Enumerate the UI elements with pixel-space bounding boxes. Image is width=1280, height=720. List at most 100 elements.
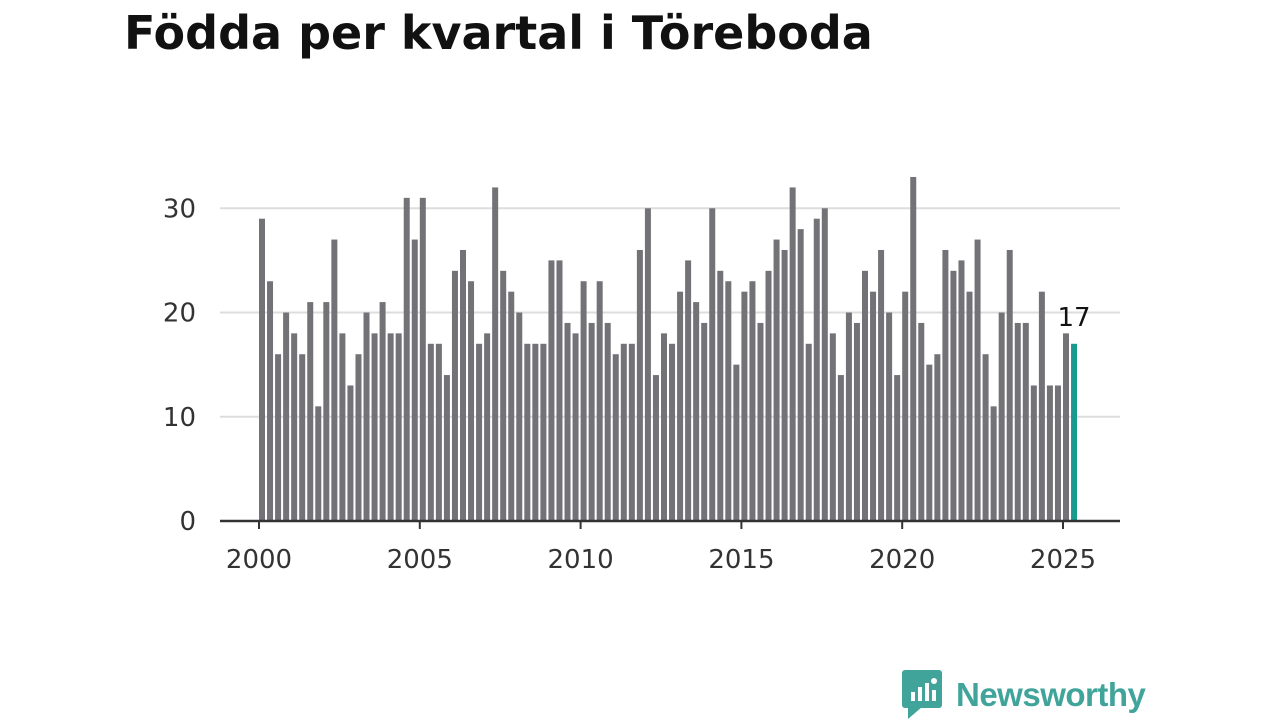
bar bbox=[363, 312, 370, 521]
bar bbox=[259, 218, 265, 521]
bar bbox=[677, 291, 684, 521]
bar bbox=[323, 302, 330, 521]
y-tick-label: 20 bbox=[163, 299, 196, 329]
bar bbox=[926, 364, 933, 521]
bar bbox=[805, 343, 812, 521]
bar bbox=[749, 281, 756, 521]
bar bbox=[870, 291, 877, 521]
bar bbox=[620, 343, 627, 521]
y-tick-label: 10 bbox=[163, 403, 196, 433]
bar bbox=[532, 343, 539, 521]
bar bbox=[572, 333, 579, 521]
bar bbox=[403, 197, 410, 521]
bar bbox=[387, 333, 394, 521]
bar bbox=[837, 375, 844, 521]
bar bbox=[1014, 322, 1021, 521]
bar bbox=[427, 343, 434, 521]
bar bbox=[845, 312, 852, 521]
bar bbox=[821, 208, 828, 521]
newsworthy-logo-icon bbox=[902, 670, 942, 719]
bar bbox=[781, 249, 788, 521]
bar bbox=[556, 260, 563, 521]
bar bbox=[468, 281, 475, 521]
bar bbox=[500, 270, 507, 521]
bar bbox=[894, 375, 901, 521]
bar bbox=[355, 354, 362, 521]
bar bbox=[733, 364, 740, 521]
bar bbox=[797, 229, 804, 521]
bar bbox=[339, 333, 346, 521]
bar bbox=[853, 322, 860, 521]
bar bbox=[451, 270, 458, 521]
bar bbox=[862, 270, 868, 521]
bar bbox=[283, 312, 290, 521]
axes bbox=[220, 519, 1120, 529]
bar bbox=[540, 343, 547, 521]
bar bbox=[331, 239, 338, 522]
x-tick-label: 2005 bbox=[387, 545, 453, 575]
bar bbox=[725, 281, 732, 521]
bar bbox=[918, 322, 925, 521]
bar bbox=[379, 302, 386, 521]
bar bbox=[998, 312, 1005, 521]
bar bbox=[661, 333, 667, 521]
bar bbox=[982, 354, 989, 521]
bar bbox=[508, 291, 515, 521]
bars bbox=[259, 177, 1078, 522]
bar bbox=[789, 187, 796, 522]
bar bbox=[886, 312, 893, 521]
bar bbox=[315, 406, 322, 521]
bar bbox=[709, 208, 716, 521]
bar bbox=[588, 322, 595, 521]
bar bbox=[347, 385, 354, 521]
brand-name: Newsworthy bbox=[956, 676, 1146, 713]
bar bbox=[435, 343, 442, 521]
bar bbox=[443, 375, 450, 521]
bar bbox=[524, 343, 531, 521]
bar bbox=[669, 343, 676, 521]
bar bbox=[966, 291, 973, 521]
bar bbox=[476, 343, 483, 521]
bar bbox=[548, 260, 555, 521]
bar bbox=[596, 281, 603, 521]
bar bbox=[958, 260, 965, 521]
bar bbox=[829, 333, 836, 521]
bar bbox=[612, 354, 619, 521]
bar bbox=[492, 187, 499, 522]
bar bbox=[685, 260, 692, 521]
bar bbox=[299, 354, 306, 521]
x-tick-label: 2010 bbox=[548, 545, 614, 575]
bar bbox=[878, 249, 885, 521]
bar bbox=[604, 322, 611, 521]
bar bbox=[773, 239, 780, 522]
y-tick-label: 0 bbox=[179, 507, 196, 537]
bar bbox=[267, 281, 274, 521]
bar bbox=[934, 354, 941, 521]
bar bbox=[1046, 385, 1053, 521]
bar bbox=[1054, 385, 1061, 521]
bar bbox=[1006, 249, 1013, 521]
bar bbox=[902, 291, 909, 521]
bar bbox=[717, 270, 724, 521]
bar bbox=[580, 281, 587, 521]
bar bbox=[564, 322, 571, 521]
bar-highlight bbox=[1071, 343, 1078, 521]
bar bbox=[990, 406, 997, 521]
bar bbox=[484, 333, 491, 521]
newsworthy-brand: Newsworthy bbox=[902, 670, 1146, 720]
bar bbox=[693, 302, 700, 521]
bar bbox=[652, 375, 659, 521]
bar bbox=[950, 270, 957, 521]
labels: 0 10 20 30 2000 2005 2010 2015 2020 2025 17 bbox=[163, 194, 1096, 575]
bar bbox=[516, 312, 523, 521]
bar bbox=[1038, 291, 1045, 521]
bar bbox=[974, 239, 981, 522]
x-tick-label: 2000 bbox=[226, 545, 292, 575]
bar bbox=[701, 322, 708, 521]
bar bbox=[636, 249, 643, 521]
x-tick-label: 2015 bbox=[708, 545, 774, 575]
bar bbox=[307, 302, 314, 521]
bar bbox=[1022, 322, 1029, 521]
bar bbox=[419, 197, 426, 521]
x-tick-label: 2025 bbox=[1030, 545, 1096, 575]
